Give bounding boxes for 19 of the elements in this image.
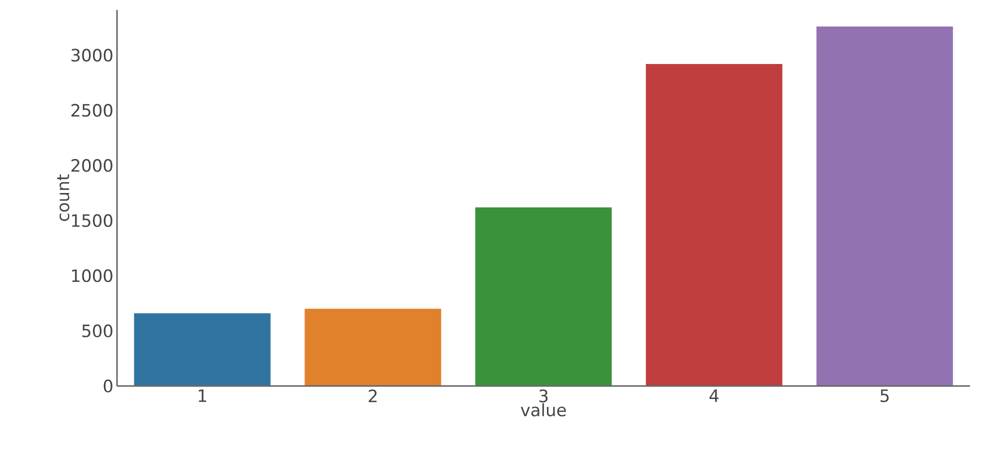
y-tick-label: 1000 (72, 269, 112, 282)
bar (646, 64, 782, 386)
x-tick-label: 4 (710, 390, 719, 402)
bar (475, 207, 612, 386)
x-tick-label: 3 (539, 390, 548, 402)
y-axis-title: count (57, 174, 70, 222)
bar (134, 313, 271, 386)
bar (304, 308, 442, 386)
y-tick-label: 500 (82, 324, 112, 338)
y-tick-label: 2000 (71, 159, 112, 172)
x-tick-label: 2 (368, 390, 377, 402)
x-axis-title: value (520, 403, 566, 416)
y-tick-label: 2500 (71, 104, 112, 117)
y-tick-label: 0 (104, 380, 112, 392)
x-tick-label: 1 (198, 390, 206, 402)
y-tick-label: 1500 (72, 214, 112, 228)
bar (816, 26, 953, 386)
x-tick-label: 5 (880, 390, 889, 402)
y-tick-label: 3000 (72, 48, 112, 62)
